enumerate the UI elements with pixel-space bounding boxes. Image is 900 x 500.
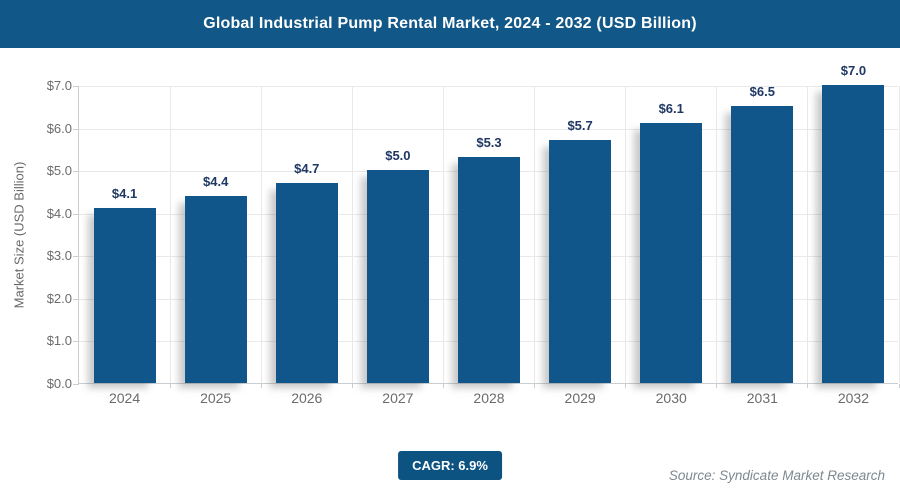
x-tick-label: 2026 (291, 390, 323, 406)
cagr-badge: CAGR: 6.9% (398, 451, 502, 480)
y-tick-label: $4.0 (46, 205, 72, 221)
vertical-gridline (807, 86, 809, 383)
vertical-gridline (351, 86, 353, 383)
x-tick-mark (169, 384, 171, 388)
x-tick-mark (351, 384, 353, 388)
title-bar: Global Industrial Pump Rental Market, 20… (0, 0, 900, 48)
bar-value-label: $6.1 (658, 101, 684, 117)
y-tick-mark (73, 341, 79, 343)
x-tick-mark (625, 384, 627, 388)
bar-value-label: $6.5 (749, 84, 775, 100)
x-tick-mark (716, 384, 718, 388)
bar-value-label: $7.0 (840, 63, 867, 78)
x-tick-mark (442, 384, 444, 388)
bar-2026 (275, 182, 338, 383)
y-tick-mark (73, 213, 79, 215)
page-title: Global Industrial Pump Rental Market, 20… (203, 15, 697, 32)
y-tick-label: $7.0 (46, 78, 72, 93)
vertical-gridline (534, 86, 536, 383)
x-tick-label: 2030 (655, 390, 687, 406)
x-tick-mark (898, 384, 900, 388)
y-tick-label: $0.0 (46, 376, 72, 391)
x-tick-mark (807, 384, 809, 388)
x-tick-label: 2025 (200, 390, 232, 406)
y-tick-mark (73, 298, 79, 300)
x-tick-label: 2028 (473, 390, 505, 406)
bar-2032 (822, 85, 885, 383)
vertical-gridline (260, 86, 262, 383)
y-tick-mark (73, 171, 79, 173)
bar-2024 (93, 208, 156, 383)
bar-2028 (458, 157, 520, 383)
bar-2030 (640, 123, 703, 383)
vertical-gridline (169, 86, 171, 383)
bar-value-label: $4.7 (294, 160, 320, 176)
bar-value-label: $4.1 (111, 186, 138, 202)
horizontal-gridline (79, 86, 898, 87)
y-tick-mark (73, 86, 79, 87)
y-tick-label: $6.0 (46, 120, 72, 136)
bar-value-label: $5.7 (567, 118, 593, 134)
vertical-gridline (442, 86, 444, 383)
y-tick-mark (73, 256, 79, 258)
bar-2029 (549, 140, 612, 383)
source-text: Source: Syndicate Market Research (668, 468, 885, 483)
y-tick-label: $2.0 (46, 290, 72, 306)
bar-2027 (366, 170, 429, 383)
vertical-gridline (625, 86, 627, 383)
y-tick-label: $1.0 (46, 333, 72, 349)
horizontal-gridline (79, 128, 898, 130)
bar-value-label: $5.3 (476, 135, 502, 151)
chart-canvas: Market Size (USD Billion) $0.0 $1.0 $2.0 $3… (0, 48, 900, 500)
y-axis-title: Market Size (USD Billion) (11, 161, 27, 309)
x-tick-label: 2031 (746, 390, 778, 406)
y-tick-label: $5.0 (46, 163, 72, 179)
bar-2031 (731, 106, 794, 383)
bar-value-label: $5.0 (385, 148, 411, 164)
y-tick-mark (73, 384, 79, 385)
x-tick-label: 2027 (382, 390, 414, 406)
bar-2025 (184, 195, 247, 383)
vertical-gridline (898, 86, 900, 383)
x-tick-mark (534, 384, 536, 388)
x-tick-mark (260, 384, 262, 388)
y-tick-mark (73, 128, 79, 130)
plot-area: $0.0 $1.0 $2.0 $3.0 $4.0 $5.0 $6.0 $7.0 $4.1 2024… (47, 63, 900, 406)
y-tick-label: $3.0 (46, 248, 72, 264)
x-tick-label: 2024 (108, 390, 141, 406)
x-tick-label: 2029 (564, 390, 596, 406)
vertical-gridline (716, 86, 718, 383)
x-tick-label: 2032 (837, 390, 870, 406)
bar-value-label: $4.4 (203, 173, 229, 189)
